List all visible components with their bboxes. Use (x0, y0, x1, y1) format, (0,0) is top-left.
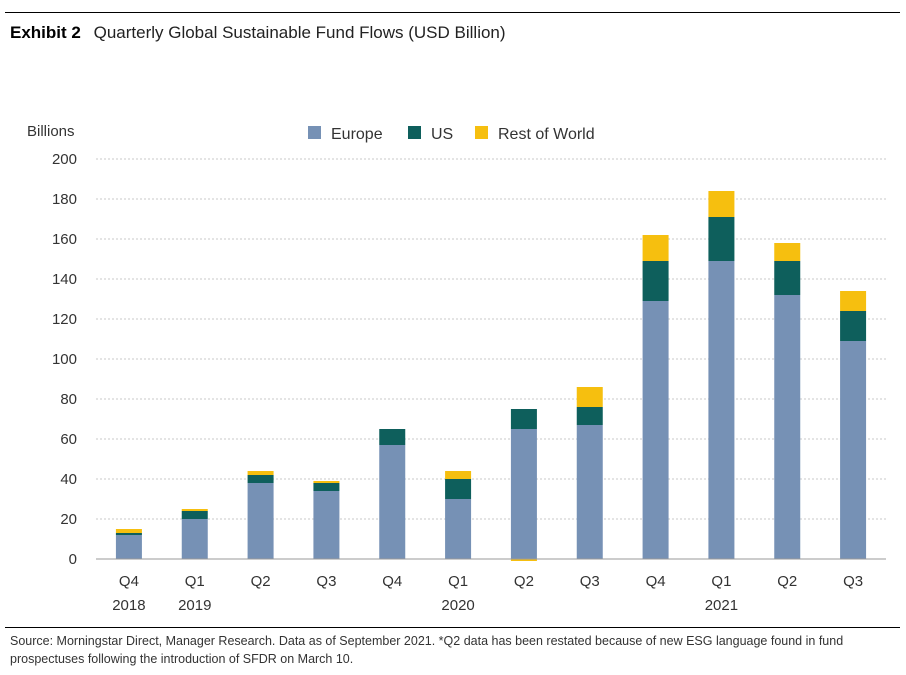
bar-segment-rest-of-world (115, 529, 142, 533)
y-axis-label: Billions (27, 123, 75, 140)
y-tick-label: 200 (52, 151, 77, 168)
x-tick-label: Q1 (185, 573, 205, 590)
axes: 0 20 40 60 80 100 120 140 160 180 200 Billions Q4 201… (27, 123, 886, 614)
bottom-rule (5, 627, 900, 628)
x-tick-label: Q3 (580, 573, 600, 590)
y-tick-label: 20 (60, 511, 77, 528)
x-year-label: 2020 (441, 597, 474, 614)
bar-segment-rest-of-world (576, 387, 603, 407)
bar-segment-europe (313, 491, 340, 559)
bar-segment-us (247, 475, 274, 483)
bar-segment-us (708, 217, 735, 261)
legend-label: Rest of World (498, 126, 595, 143)
x-tick-label: Q3 (316, 573, 336, 590)
bar-segment-europe (642, 301, 669, 559)
bars (115, 191, 867, 561)
legend-label: Europe (331, 126, 383, 143)
bar-segment-europe (445, 499, 472, 559)
x-tick-label: Q2 (777, 573, 797, 590)
x-year-label: 2018 (112, 597, 145, 614)
legend-swatch (475, 126, 488, 139)
x-year-label: 2021 (705, 597, 738, 614)
top-rule (5, 12, 900, 13)
x-tick-label: Q3 (843, 573, 863, 590)
bar-segment-europe (840, 341, 867, 559)
bar-segment-europe (774, 295, 801, 559)
stacked-bar-chart: 0 20 40 60 80 100 120 140 160 180 200 Billions Q4 201… (27, 123, 886, 614)
bar-segment-us (840, 311, 867, 341)
bar-segment-us (379, 429, 406, 445)
bar-segment-rest-of-world (247, 471, 274, 475)
y-tick-label: 180 (52, 191, 77, 208)
y-tick-label: 80 (60, 391, 77, 408)
bar-segment-europe (247, 483, 274, 559)
legend-swatch (308, 126, 321, 139)
bar-segment-rest-of-world (642, 235, 669, 261)
bar-segment-rest-of-world (510, 559, 537, 561)
bar-segment-us (510, 409, 537, 429)
y-tick-label: 120 (52, 311, 77, 328)
bar-segment-us (445, 479, 472, 499)
x-tick-label: Q1 (448, 573, 468, 590)
y-tick-label: 0 (69, 551, 77, 568)
bar-segment-rest-of-world (313, 481, 340, 483)
y-tick-label: 140 (52, 271, 77, 288)
source-note: Source: Morningstar Direct, Manager Rese… (10, 634, 844, 666)
x-tick-label: Q4 (646, 573, 666, 590)
y-tick-label: 100 (52, 351, 77, 368)
x-year-label: 2019 (178, 597, 211, 614)
bar-segment-us (313, 483, 340, 491)
y-tick-label: 60 (60, 431, 77, 448)
bar-segment-rest-of-world (445, 471, 472, 479)
x-tick-label: Q4 (382, 573, 402, 590)
legend: Europe US Rest of World (308, 126, 595, 143)
x-tick-label: Q2 (251, 573, 271, 590)
bar-segment-rest-of-world (181, 509, 208, 511)
x-tick-label: Q2 (514, 573, 534, 590)
chart-title: Quarterly Global Sustainable Fund Flows … (93, 23, 506, 42)
y-tick-label: 40 (60, 471, 77, 488)
bar-segment-europe (576, 425, 603, 559)
bar-segment-us (115, 533, 142, 535)
legend-swatch (408, 126, 421, 139)
bar-segment-europe (379, 445, 406, 559)
x-tick-label: Q4 (119, 573, 139, 590)
bar-segment-europe (181, 519, 208, 559)
bar-segment-europe (708, 261, 735, 559)
chart-title-block: Exhibit 2 Quarterly Global Sustainable F… (10, 23, 506, 43)
bar-segment-rest-of-world (708, 191, 735, 217)
bar-segment-us (774, 261, 801, 295)
bar-segment-rest-of-world (774, 243, 801, 261)
bar-segment-rest-of-world (840, 291, 867, 311)
x-tick-label: Q1 (711, 573, 731, 590)
bar-segment-us (181, 511, 208, 519)
bar-segment-europe (115, 535, 142, 559)
bar-segment-us (576, 407, 603, 425)
bar-segment-us (642, 261, 669, 301)
y-tick-label: 160 (52, 231, 77, 248)
gridlines (96, 158, 886, 520)
bar-segment-europe (510, 429, 537, 559)
exhibit-label: Exhibit 2 (10, 23, 81, 42)
legend-label: US (431, 126, 453, 143)
